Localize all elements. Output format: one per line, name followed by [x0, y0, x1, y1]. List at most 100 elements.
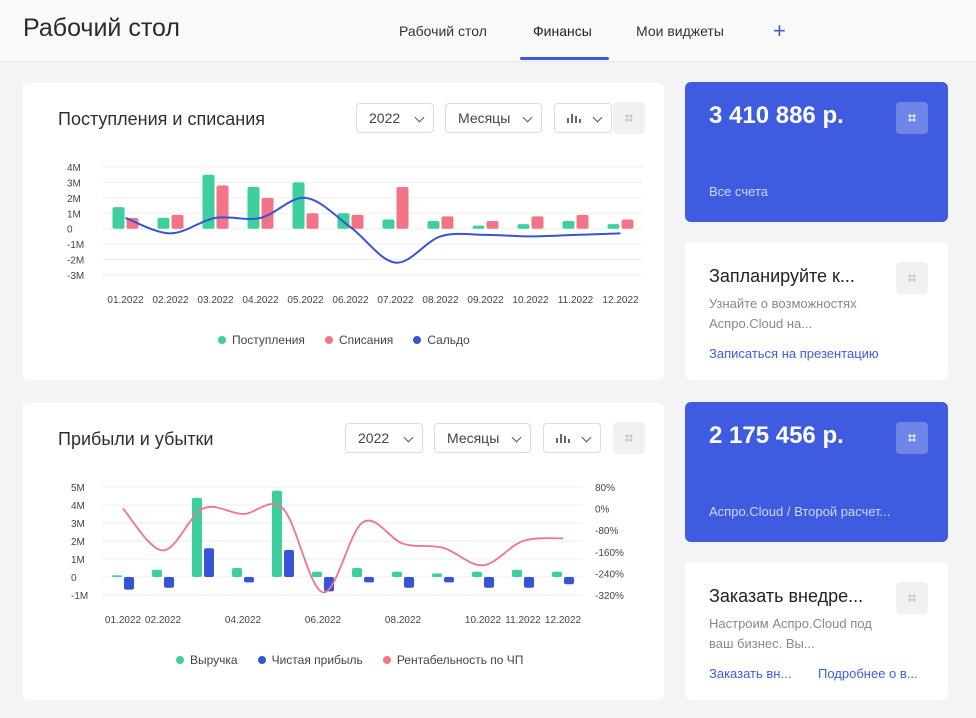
y-tick-label: 3M [67, 178, 81, 189]
y-tick-label: -1M [71, 591, 88, 602]
x-tick-label: 06.2022 [332, 295, 369, 306]
grid-icon [908, 434, 916, 442]
balance-amount: 2 175 456 р. [709, 422, 844, 449]
bar [152, 569, 162, 577]
chart-type-select[interactable] [543, 423, 601, 453]
add-tab-button[interactable]: + [773, 18, 786, 43]
bar [562, 221, 575, 229]
legend-item[interactable]: Списания [324, 333, 394, 347]
income-expense-chart: 4M 3M 2M 1M 0 -1M -2M -3M 01.2022 02.2022 03.2022 0… [67, 163, 643, 306]
legend-dot [176, 656, 184, 664]
drag-handle-button[interactable] [896, 582, 928, 614]
year-value: 2022 [369, 110, 401, 126]
x-tick-label: 04.2022 [242, 295, 279, 306]
y-tick-label: 4M [71, 501, 85, 512]
x-tick-label: 05.2022 [287, 295, 324, 306]
x-tick-label: 09.2022 [467, 295, 504, 306]
y-tick-label: -3M [67, 271, 84, 282]
tab-my-widgets[interactable]: Мои виджеты [636, 23, 724, 39]
balance-widget-all-accounts[interactable]: 3 410 886 р. Все счета [685, 82, 948, 222]
legend-item[interactable]: Сальдо [413, 333, 470, 347]
year-select[interactable]: 2022 [356, 103, 434, 133]
page-title: Рабочий стол [23, 14, 180, 42]
bar [312, 571, 322, 577]
bar [524, 577, 534, 588]
more-info-link[interactable]: Подробнее о в... [818, 666, 918, 681]
period-select[interactable]: Месяцы [445, 103, 542, 133]
bar [244, 577, 254, 583]
bar [576, 214, 589, 229]
chart-type-select[interactable] [554, 103, 612, 133]
legend-item[interactable]: Выручка [176, 653, 238, 667]
y2-tick-label: -240% [595, 569, 624, 580]
bar [216, 185, 229, 229]
bar [441, 216, 454, 229]
bar [306, 213, 319, 229]
profit-loss-card: Прибыли и убытки 2022 Месяцы 5M 4M 3M 2M 1M 0… [23, 403, 664, 700]
y-tick-label: 1M [67, 209, 81, 220]
x-tick-label: 02.2022 [145, 615, 182, 626]
x-tick-label: 10.2022 [512, 295, 549, 306]
year-select[interactable]: 2022 [345, 423, 423, 453]
x-tick-label: 01.2022 [107, 295, 144, 306]
legend-dot [324, 336, 333, 344]
y-tick-label: 3M [71, 519, 85, 530]
balance-label: Все счета [709, 184, 768, 199]
legend-item[interactable]: Поступления [218, 333, 305, 347]
legend-label: Списания [338, 333, 394, 347]
bar [404, 577, 414, 588]
bar [232, 568, 242, 577]
bar [472, 225, 485, 229]
drag-handle-button[interactable] [613, 102, 645, 134]
x-tick-label: 04.2022 [225, 615, 262, 626]
bar [396, 187, 409, 229]
x-tick-label: 01.2022 [105, 615, 142, 626]
bar [292, 182, 305, 229]
bar [484, 577, 494, 588]
y2-tick-label: 0% [595, 505, 610, 516]
balance-amount: 3 410 886 р. [709, 102, 844, 129]
drag-handle-button[interactable] [613, 422, 645, 454]
bar [112, 207, 125, 229]
y-tick-label: 0 [71, 573, 77, 584]
period-select[interactable]: Месяцы [434, 423, 531, 453]
grid-icon [908, 114, 916, 122]
bar-chart-icon [556, 433, 570, 443]
y-tick-label: 5M [71, 483, 85, 494]
bar [204, 548, 214, 577]
chart-legend: Поступления Списания Сальдо [218, 333, 470, 347]
bar [284, 550, 294, 577]
legend-dot [218, 336, 226, 344]
bar [202, 174, 215, 229]
active-tab-indicator [520, 57, 609, 60]
order-implementation-link[interactable]: Заказать вн... [709, 666, 792, 681]
x-tick-label: 12.2022 [602, 295, 639, 306]
chart-legend: Выручка Чистая прибыль Рентабельность по… [176, 653, 523, 667]
x-tick-label: 11.2022 [558, 295, 594, 306]
promo-widget-presentation: Запланируйте к... Узнайте о возможностях… [685, 242, 948, 380]
bar [444, 577, 454, 583]
drag-handle-button[interactable] [896, 102, 928, 134]
saldo-line [125, 196, 621, 264]
bar [272, 490, 282, 577]
presentation-link[interactable]: Записаться на презентацию [709, 346, 879, 361]
y-tick-label: 4M [67, 163, 81, 174]
promo-title: Запланируйте к... [709, 266, 855, 286]
income-expense-card: Поступления и списания 2022 Месяцы 4M 3M 2… [23, 83, 664, 380]
x-tick-label: 11.2022 [505, 615, 541, 626]
drag-handle-button[interactable] [896, 422, 928, 454]
bar [247, 187, 260, 229]
y2-tick-label: -320% [595, 591, 624, 602]
tab-desktop[interactable]: Рабочий стол [399, 23, 487, 39]
legend-item[interactable]: Рентабельность по ЧП [382, 653, 523, 667]
grid-icon [908, 594, 916, 602]
legend-item[interactable]: Чистая прибыль [257, 653, 363, 667]
y2-tick-label: -80% [595, 526, 618, 537]
bar [564, 577, 574, 585]
balance-widget-second-account[interactable]: 2 175 456 р. Аспро.Cloud / Второй расчет… [685, 402, 948, 542]
tab-finance[interactable]: Финансы [533, 23, 592, 39]
bar [324, 577, 334, 592]
drag-handle-button[interactable] [896, 262, 928, 294]
bar [124, 577, 134, 590]
y-tick-label: -1M [67, 240, 84, 251]
